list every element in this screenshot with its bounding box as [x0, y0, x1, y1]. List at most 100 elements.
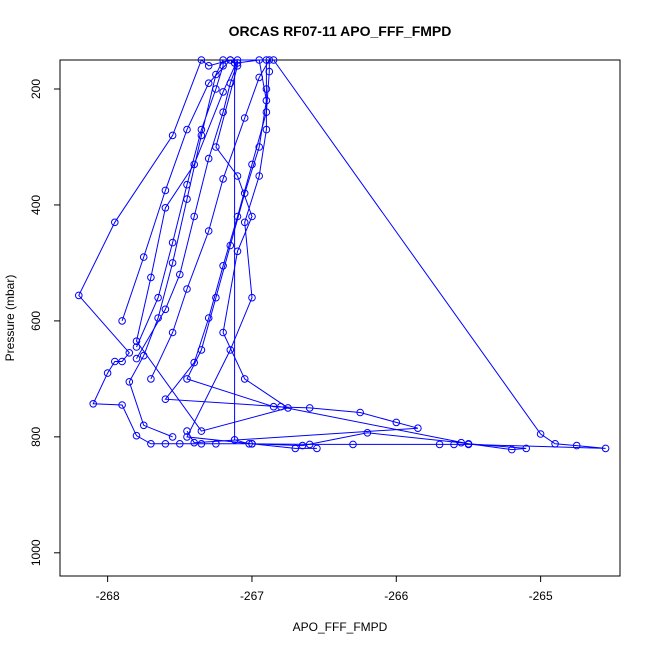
data-point [204, 154, 213, 163]
data-point [219, 88, 227, 96]
data-point [601, 444, 610, 453]
data-point [522, 444, 531, 453]
series-2 [132, 56, 422, 447]
data-point [183, 427, 191, 435]
data-point [147, 375, 155, 383]
data-point [197, 427, 206, 435]
data-point [183, 375, 191, 383]
data-point [168, 328, 177, 337]
data-point [204, 227, 213, 235]
data-point [161, 440, 170, 448]
data-point [508, 445, 516, 454]
data-point [262, 96, 271, 105]
y-tick-label: 200 [29, 79, 43, 99]
data-point [255, 56, 264, 64]
data-point [183, 125, 191, 134]
series-1 [75, 56, 610, 453]
data-point [161, 204, 170, 212]
y-tick-label: 600 [29, 311, 43, 331]
data-point [226, 79, 235, 87]
data-point [204, 62, 213, 70]
x-axis-label: APO_FFF_FMPD [293, 620, 388, 634]
data-point [349, 440, 357, 449]
plot-frame [59, 59, 621, 577]
series-3 [147, 56, 531, 454]
data-point [219, 262, 227, 270]
data-point [219, 175, 227, 183]
plot-area [75, 56, 610, 454]
data-point [277, 402, 285, 411]
data-point [219, 62, 227, 70]
data-point [154, 314, 162, 322]
data-point [161, 186, 170, 195]
data-point [269, 56, 278, 64]
data-point [147, 273, 155, 282]
data-point [298, 441, 307, 450]
data-point [132, 431, 141, 440]
data-point [219, 56, 227, 64]
data-point [551, 440, 559, 448]
data-point [248, 212, 256, 221]
data-point [356, 408, 365, 417]
data-point [111, 357, 119, 366]
data-point [118, 317, 126, 325]
data-point [183, 285, 191, 293]
data-point [230, 436, 239, 444]
data-point [139, 253, 148, 261]
x-axis: -268 -267 -266 -265 [96, 576, 553, 603]
data-point [363, 429, 372, 437]
data-point [176, 270, 184, 279]
data-point [230, 59, 239, 67]
data-point [265, 56, 274, 64]
x-tick-label: -266 [384, 589, 408, 603]
data-point [435, 440, 444, 449]
data-point [204, 79, 213, 87]
series-line [136, 59, 419, 444]
data-point [240, 114, 249, 122]
series-line [128, 59, 224, 438]
y-axis: 200 400 600 800 1000 [29, 79, 60, 566]
data-point [212, 85, 220, 93]
data-point [183, 180, 191, 189]
data-point [168, 433, 177, 441]
data-point [219, 328, 227, 337]
data-point [262, 108, 271, 116]
data-point [536, 430, 545, 438]
data-point [204, 314, 213, 322]
data-point [103, 369, 112, 377]
series-line [78, 59, 606, 449]
data-point [176, 440, 184, 448]
y-axis-label: Pressure (mbar) [3, 275, 17, 362]
chart-title: ORCAS RF07-11 APO_FFF_FMPD [229, 23, 452, 39]
data-point [245, 440, 253, 448]
data-point [132, 343, 141, 351]
y-tick-label: 400 [29, 195, 43, 215]
series-4 [125, 56, 227, 441]
data-point [262, 125, 271, 134]
data-point [154, 293, 162, 302]
data-point [572, 441, 581, 450]
data-point [132, 337, 141, 346]
data-point [464, 440, 473, 448]
data-point [212, 293, 220, 302]
data-point [262, 85, 271, 93]
x-tick-label: -267 [240, 589, 264, 603]
data-point [125, 349, 134, 357]
data-point [240, 218, 249, 227]
data-point [240, 375, 249, 383]
data-point [190, 438, 198, 447]
data-point [219, 108, 227, 116]
series-line [121, 59, 250, 445]
data-point [197, 131, 206, 140]
data-point [197, 440, 206, 448]
data-point [226, 346, 235, 354]
data-point [255, 73, 264, 82]
data-point [75, 291, 83, 300]
data-point [183, 195, 191, 203]
x-tick-label: -268 [96, 589, 120, 603]
y-tick-label: 800 [29, 427, 43, 447]
data-point [125, 378, 134, 386]
data-point [139, 351, 148, 360]
data-point [265, 67, 274, 76]
